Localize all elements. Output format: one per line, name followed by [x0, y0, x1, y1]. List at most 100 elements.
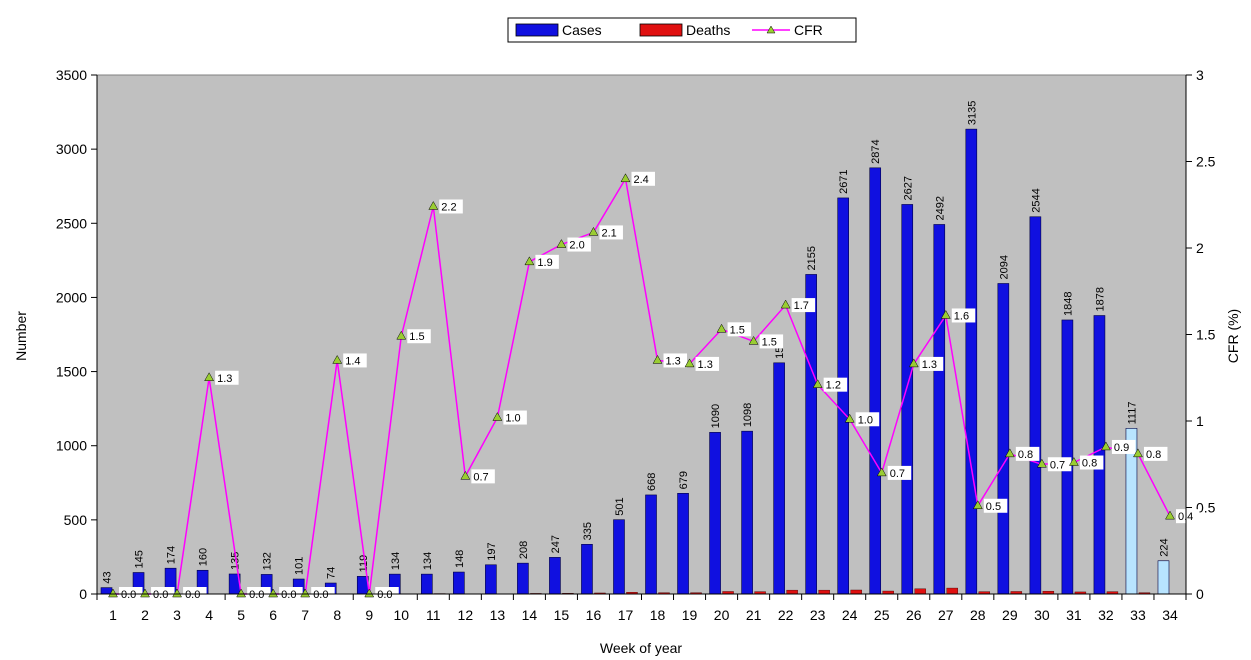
cases-bar	[837, 197, 849, 595]
cases-bar	[581, 544, 593, 595]
cases-bar	[965, 128, 978, 595]
cases-data-label: 1117	[1126, 402, 1138, 425]
x-tick-label: 12	[458, 607, 474, 623]
y-axis-title: Number	[13, 311, 29, 361]
cfr-label-box	[887, 465, 912, 480]
cases-bar	[645, 494, 657, 595]
cfr-data-label: 1.9	[537, 257, 552, 269]
legend-cases-label: Cases	[562, 22, 602, 38]
x-tick-label: 27	[938, 607, 954, 623]
cfr-label-box	[791, 298, 816, 313]
cases-data-label: 247	[550, 535, 562, 553]
cfr-label-box	[407, 329, 431, 344]
cases-data-label: 134	[422, 552, 434, 570]
cfr-marker	[588, 226, 599, 236]
cfr-label-box	[663, 353, 688, 368]
legend-deaths-swatch	[639, 23, 683, 37]
cases-bar	[100, 587, 113, 595]
plot-background	[96, 74, 1187, 595]
cfr-marker	[812, 379, 823, 388]
cfr-data-label: 0.7	[890, 468, 905, 480]
cases-data-label: 197	[486, 542, 498, 560]
cases-bar	[1061, 319, 1074, 595]
legend-cfr-marker	[766, 25, 776, 34]
x-tick-label: 20	[714, 607, 730, 623]
cfr-marker	[620, 173, 631, 183]
cfr-label-box	[567, 237, 591, 252]
deaths-bar	[946, 587, 958, 595]
y2-tick-label: 2	[1196, 240, 1204, 256]
cfr-marker	[396, 330, 407, 340]
x-tick-label: 7	[301, 607, 309, 623]
x-tick-label: 32	[1098, 607, 1114, 623]
x-tick-label: 3	[173, 607, 181, 623]
cfr-label-box	[215, 370, 239, 385]
cases-data-label: 132	[262, 552, 274, 570]
cfr-marker	[940, 309, 951, 319]
cfr-marker	[428, 200, 439, 210]
cases-bar	[453, 571, 465, 595]
cfr-label-box	[439, 199, 463, 214]
y2-tick-label: 0.5	[1196, 500, 1216, 516]
cases-bar	[773, 362, 785, 595]
cases-data-label: 1848	[1062, 291, 1074, 315]
cfr-label-box	[343, 353, 367, 368]
legend: Cases Deaths CFR	[507, 17, 857, 43]
x-tick-label: 30	[1034, 607, 1050, 623]
cfr-data-label: 1.3	[217, 373, 232, 385]
cases-data-label: 174	[166, 546, 178, 564]
y-tick-label: 2500	[56, 215, 87, 231]
cases-bar	[869, 167, 882, 595]
cfr-marker	[300, 588, 311, 598]
y-tick-label: 0	[79, 586, 87, 602]
x-tick-label: 16	[586, 607, 602, 623]
x-tick-label: 1	[109, 607, 117, 623]
cfr-label-box	[1079, 455, 1104, 470]
cases-data-label: 43	[102, 571, 114, 583]
y2-tick-label: 3	[1196, 67, 1204, 83]
cfr-marker	[684, 358, 695, 368]
cases-data-label: 335	[582, 522, 594, 540]
plot-area: 0 500 1000 1500 2000 2500 3000 3500 0 0.5 1 1.5 2 2.5…	[56, 67, 1216, 623]
cases-data-label: 501	[614, 497, 626, 515]
cases-data-label: 2155	[806, 246, 818, 270]
cases-bar	[485, 564, 497, 595]
x-tick-label: 8	[333, 607, 341, 623]
cfr-marker	[492, 412, 503, 421]
x-tick-label: 13	[490, 607, 506, 623]
cfr-data-label: 0.0	[249, 589, 264, 601]
cfr-data-label: 0.0	[281, 589, 296, 601]
cases-data-label: 2874	[870, 139, 882, 163]
cases-bar	[1157, 560, 1170, 595]
legend-cfr-label: CFR	[794, 22, 823, 38]
cases-data-label: 1090	[710, 404, 722, 428]
cfr-data-label: 0.0	[313, 589, 328, 601]
cfr-marker	[844, 413, 855, 423]
cases-data-label: 679	[678, 471, 690, 489]
cfr-marker	[460, 470, 471, 480]
cases-bar	[805, 274, 817, 595]
cfr-marker	[140, 588, 150, 598]
x-tick-label: 11	[426, 607, 441, 623]
deaths-bar	[786, 589, 798, 595]
cfr-data-label: 0.8	[1018, 449, 1033, 461]
y-tick-label: 2000	[56, 289, 87, 305]
deaths-bar	[818, 589, 830, 595]
cfr-data-label: 1.4	[345, 355, 360, 367]
cfr-data-label: 1.5	[730, 324, 745, 336]
cfr-marker	[780, 299, 791, 309]
cfr-marker	[332, 354, 343, 364]
cfr-data-label: 2.1	[601, 227, 616, 239]
x-tick-label: 2	[141, 607, 149, 623]
y-tick-label: 1000	[56, 438, 87, 454]
cases-data-label: 3135	[966, 101, 978, 125]
x-tick-label: 4	[205, 607, 213, 623]
y-tick-label: 3000	[56, 141, 87, 157]
cfr-data-label: 0.0	[121, 589, 136, 601]
cfr-data-label: 1.3	[666, 355, 681, 367]
x-tick-label: 19	[682, 607, 698, 623]
cfr-data-label: 0.7	[473, 471, 488, 483]
cases-data-label: 1098	[742, 403, 754, 427]
cfr-data-label: 2.2	[441, 201, 456, 213]
cases-data-label: 134	[390, 552, 402, 570]
